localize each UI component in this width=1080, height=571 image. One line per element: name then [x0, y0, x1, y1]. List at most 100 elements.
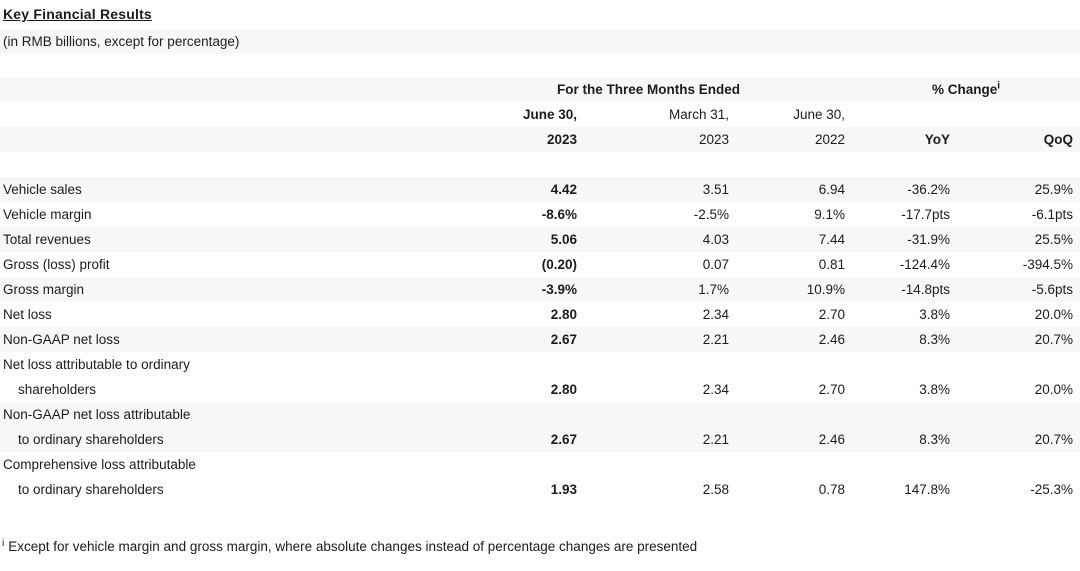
spacer: [0, 54, 1080, 77]
spacer-cell: [0, 152, 1080, 177]
value-cell: 9.1%: [814, 207, 846, 222]
table-row: Non-GAAP net loss 2.67 2.21 2.46 8.3% 20.7%: [0, 327, 1080, 352]
row-label: Gross margin: [0, 277, 445, 302]
value-cell: -3.9%: [541, 282, 577, 297]
value-cell: -394.5%: [1022, 257, 1074, 272]
empty-header-cell: [0, 77, 445, 102]
footnote-text: Except for vehicle margin and gross marg…: [8, 539, 698, 554]
row-label-line: to ordinary shareholders: [18, 482, 164, 497]
value-cell: 25.5%: [1034, 232, 1074, 247]
value-cell: -5.6pts: [1031, 282, 1074, 297]
table-row: Vehicle margin -8.6% -2.5% 9.1% -17.7pts -6.1…: [0, 202, 1080, 227]
value-cell: 8.3%: [919, 332, 951, 347]
title-row: Key Financial Results: [0, 0, 1080, 29]
value-cell: 0.07: [702, 257, 729, 272]
group-header-row: For the Three Months Ended % Changei: [0, 77, 1080, 102]
value-cell: -17.7pts: [901, 207, 951, 222]
row-label-line: Gross (loss) profit: [3, 257, 110, 272]
value-cell: 2.67: [550, 332, 577, 347]
value-cell: 2.58: [702, 482, 729, 497]
table-body: Vehicle sales 4.42 3.51 6.94 -36.2% 25.9% Vehi…: [0, 177, 1080, 502]
row-label-line: Gross margin: [3, 282, 85, 297]
units-note-text: (in RMB billions, except for percentage): [3, 34, 240, 49]
section-title: Key Financial Results: [3, 6, 152, 22]
row-label: Vehicle margin: [0, 202, 445, 227]
empty-header-cell: [0, 102, 445, 127]
column-header-qoq: QoQ: [1043, 132, 1074, 147]
table-row: Total revenues 5.06 4.03 7.44 -31.9% 25.5%: [0, 227, 1080, 252]
value-cell: 20.0%: [1034, 307, 1074, 322]
value-cell: -31.9%: [907, 232, 951, 247]
column-header-year: 2023: [546, 132, 577, 147]
row-label: Non-GAAP net loss attributable to ordinar…: [0, 402, 445, 452]
column-header-date: June 30,: [522, 107, 577, 122]
value-cell: 2.34: [702, 382, 729, 397]
value-cell: 20.7%: [1034, 332, 1074, 347]
value-cell: -25.3%: [1030, 482, 1074, 497]
value-cell: -124.4%: [899, 257, 951, 272]
value-cell: 2.21: [702, 332, 729, 347]
value-cell: 3.8%: [919, 307, 951, 322]
year-header-row: 2023 2023 2022 YoY QoQ: [0, 127, 1080, 152]
column-header-date: [852, 102, 957, 127]
row-label-line: Vehicle sales: [3, 182, 82, 197]
header-spacer-row: [0, 152, 1080, 177]
column-header-year: 2022: [814, 132, 846, 147]
table-row: Gross (loss) profit (0.20) 0.07 0.81 -124.4%…: [0, 252, 1080, 277]
value-cell: 3.51: [702, 182, 729, 197]
value-cell: 4.03: [702, 232, 729, 247]
value-cell: 2.70: [818, 382, 846, 397]
row-label: Net loss attributable to ordinary shareho…: [0, 352, 445, 402]
row-label: Total revenues: [0, 227, 445, 252]
table-row: Non-GAAP net loss attributable to ordinar…: [0, 402, 1080, 452]
row-label-line: to ordinary shareholders: [18, 432, 164, 447]
value-cell: -14.8pts: [901, 282, 951, 297]
value-cell: 2.80: [550, 382, 577, 397]
row-label: Gross (loss) profit: [0, 252, 445, 277]
value-cell: 0.81: [818, 257, 846, 272]
column-header-year: 2023: [698, 132, 729, 147]
column-header-date: [957, 102, 1080, 127]
row-label-line: Vehicle margin: [3, 207, 92, 222]
row-label: Non-GAAP net loss: [0, 327, 445, 352]
value-cell: 2.34: [702, 307, 729, 322]
value-cell: 10.9%: [806, 282, 846, 297]
row-label-line: Net loss attributable to ordinary: [3, 357, 190, 372]
row-label-line: Comprehensive loss attributable: [3, 457, 196, 472]
table-row: Net loss attributable to ordinary shareho…: [0, 352, 1080, 402]
table-row: Gross margin -3.9% 1.7% 10.9% -14.8pts -5.6pt…: [0, 277, 1080, 302]
value-cell: 147.8%: [904, 482, 951, 497]
value-cell: 2.21: [702, 432, 729, 447]
value-cell: 6.94: [818, 182, 846, 197]
value-cell: 25.9%: [1034, 182, 1074, 197]
footnote: i Except for vehicle margin and gross mar…: [0, 538, 1080, 556]
value-cell: 8.3%: [919, 432, 951, 447]
row-label: Vehicle sales: [0, 177, 445, 202]
table-row: Vehicle sales 4.42 3.51 6.94 -36.2% 25.9%: [0, 177, 1080, 202]
row-label-line: Total revenues: [3, 232, 91, 247]
column-header-date: March 31,: [668, 107, 729, 122]
units-note-band: (in RMB billions, except for percentage): [0, 29, 1080, 54]
value-cell: -8.6%: [541, 207, 577, 222]
empty-header-cell: [0, 127, 445, 152]
row-label-line: Non-GAAP net loss: [3, 332, 120, 347]
value-cell: 0.78: [818, 482, 846, 497]
value-cell: 2.46: [818, 432, 846, 447]
change-group-header: % Changei: [852, 77, 1080, 102]
financial-results-section: Key Financial Results (in RMB billions, …: [0, 0, 1080, 556]
footnote-marker: i: [997, 80, 1001, 92]
value-cell: 20.7%: [1034, 432, 1074, 447]
value-cell: 4.42: [550, 182, 577, 197]
periods-group-header: For the Three Months Ended: [557, 82, 741, 97]
row-label-line: Non-GAAP net loss attributable: [3, 407, 191, 422]
column-header-yoy: YoY: [924, 132, 951, 147]
value-cell: 2.67: [550, 432, 577, 447]
value-cell: 20.0%: [1034, 382, 1074, 397]
value-cell: (0.20): [541, 257, 577, 272]
value-cell: 2.80: [550, 307, 577, 322]
row-label: Comprehensive loss attributable to ordina…: [0, 452, 445, 502]
value-cell: 5.06: [550, 232, 577, 247]
table-row: Comprehensive loss attributable to ordina…: [0, 452, 1080, 502]
value-cell: -6.1pts: [1031, 207, 1074, 222]
key-financial-results-table: For the Three Months Ended % Changei Jun…: [0, 77, 1080, 502]
